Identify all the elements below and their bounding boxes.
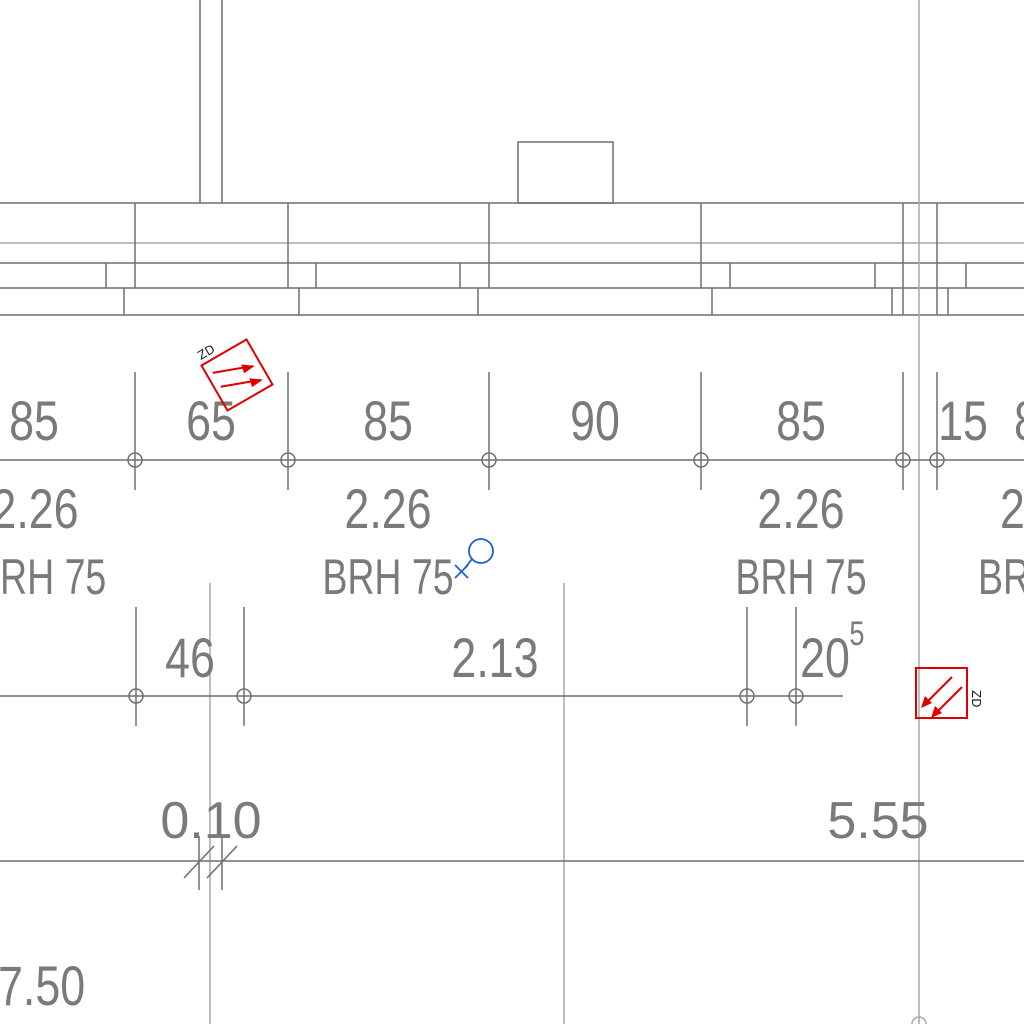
zd-marker-label-right: ZD xyxy=(969,690,983,707)
parapet-label-1: RH 75 xyxy=(0,550,106,605)
dim-value-46: 46 xyxy=(165,626,215,689)
dim-value-20: 20 xyxy=(800,626,850,689)
dim-value-5-55: 5.55 xyxy=(827,792,928,850)
zd-arrow-marker-icon: ZD xyxy=(915,667,983,719)
parapet-label-4: BR xyxy=(978,550,1024,605)
dimension-nodes-1 xyxy=(127,452,945,468)
dim-value-15: 15 xyxy=(938,389,988,452)
opening-height-2: 2.26 xyxy=(344,477,431,540)
dimension-line-2: 46 2.13 20 5 xyxy=(0,607,865,726)
parapet-label-3: BRH 75 xyxy=(735,550,866,605)
dimension-line-1: 85 65 85 90 85 15 8 xyxy=(0,372,1024,490)
dim-value-superscript: 5 xyxy=(849,614,864,653)
dim-value-85-c: 85 xyxy=(776,389,826,452)
dim-value-85-b: 85 xyxy=(363,389,413,452)
dim-value-0-10: 0.10 xyxy=(160,792,261,850)
zd-marker-label-top: ZD xyxy=(195,342,217,363)
dim-value-65: 65 xyxy=(186,389,236,452)
opening-labels: 2.26 2.26 2.26 2 RH 75 BRH 75 BRH 75 BR xyxy=(0,477,1024,605)
parapet-label-2: BRH 75 xyxy=(322,550,453,605)
dim-value-90: 90 xyxy=(570,389,620,452)
dim-value-8: 8 xyxy=(1014,389,1024,452)
dim-value-85-a: 85 xyxy=(9,389,59,452)
wall-structure xyxy=(0,0,1024,316)
lamp-symbol-icon xyxy=(454,538,494,579)
opening-height-3: 2.26 xyxy=(757,477,844,540)
dimension-line-3: 0.10 5.55 xyxy=(0,792,1024,890)
dim-value-2-13: 2.13 xyxy=(451,626,538,689)
opening-height-4: 2 xyxy=(1000,477,1024,540)
dimension-ticks-1 xyxy=(134,372,938,490)
dim-value-7-50: 7.50 xyxy=(0,954,85,1017)
opening-height-1: 2.26 xyxy=(0,477,79,540)
grid-axes xyxy=(209,0,927,1024)
